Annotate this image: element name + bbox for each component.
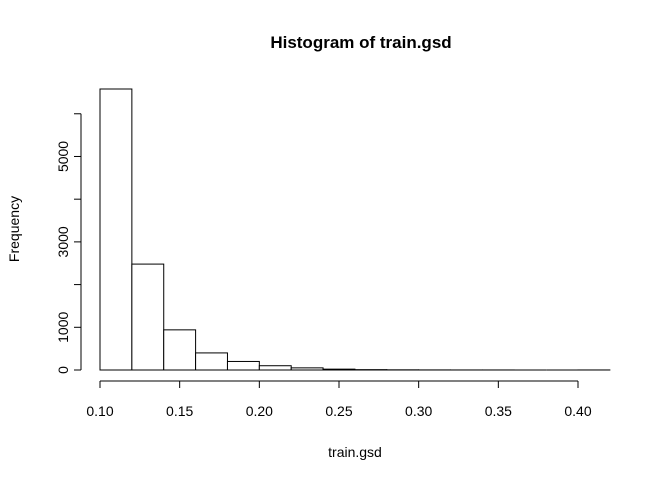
chart-title: Histogram of train.gsd <box>270 33 451 52</box>
y-tick-label-0: 0 <box>55 366 71 374</box>
histogram-bar-7 <box>322 368 356 371</box>
histogram-bar-2 <box>163 329 197 371</box>
y-axis: 0 1000 3000 5000 <box>55 113 82 374</box>
y-axis-label: Frequency <box>6 196 22 262</box>
histogram-bar-5 <box>258 365 292 371</box>
histogram-bar-1 <box>131 263 165 371</box>
x-tick-label-3: 0.25 <box>325 403 352 419</box>
y-tick-label-1: 1000 <box>55 312 71 343</box>
x-tick-label-1: 0.15 <box>166 403 193 419</box>
y-tick-label-2: 3000 <box>55 226 71 257</box>
x-tick-label-0: 0.10 <box>86 403 113 419</box>
x-axis-label: train.gsd <box>328 444 382 460</box>
x-tick-label-5: 0.35 <box>485 403 512 419</box>
x-tick-label-4: 0.30 <box>405 403 432 419</box>
histogram-bar-4 <box>226 360 260 371</box>
histogram-bar-6 <box>290 367 324 371</box>
x-tick-label-2: 0.20 <box>246 403 273 419</box>
bars-group <box>99 88 611 371</box>
histogram-bar-0 <box>99 88 133 371</box>
y-tick-label-3: 5000 <box>55 141 71 172</box>
x-tick-label-6: 0.40 <box>564 403 591 419</box>
x-axis: 0.10 0.15 0.20 0.25 0.30 0.35 0.40 <box>86 380 592 419</box>
histogram-bar-3 <box>195 352 228 371</box>
